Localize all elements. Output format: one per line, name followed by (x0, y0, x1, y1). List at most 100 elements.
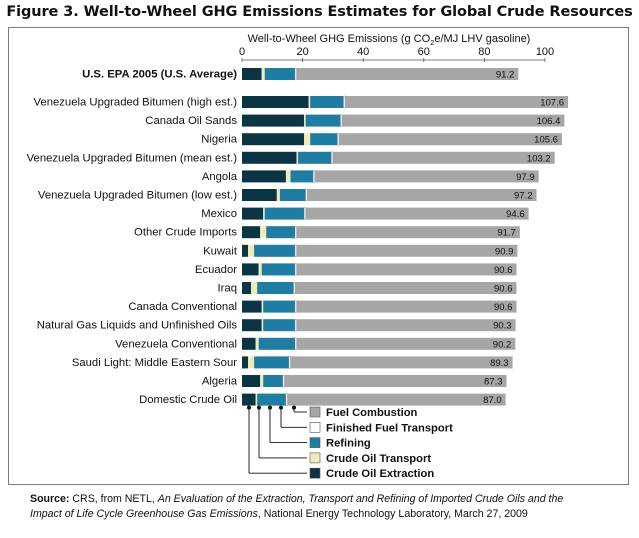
total-label: 106.4 (537, 116, 561, 127)
total-label: 87.3 (484, 377, 503, 388)
total-label: 90.9 (495, 246, 514, 257)
bar-combustion (295, 282, 517, 294)
bar-extraction (242, 68, 262, 80)
bar-extraction (242, 282, 252, 294)
bar-fuel_transport (282, 374, 285, 388)
legend-label-refining: Refining (326, 438, 371, 450)
bar-refining (266, 226, 296, 239)
legend-swatch-combustion (309, 406, 321, 418)
bar-crude_transport (255, 393, 258, 406)
bar-crude_transport (308, 96, 311, 108)
bar-fuel_transport (294, 225, 297, 239)
bar-extraction (242, 300, 262, 313)
bar-combustion (341, 114, 565, 127)
category-label: Canada Oil Sands (145, 115, 237, 127)
bar-extraction (242, 207, 264, 220)
category-label: Mexico (201, 208, 237, 220)
bar-crude_transport (248, 244, 255, 257)
legend-swatch-crude_transport (309, 452, 321, 464)
total-label: 94.6 (506, 209, 525, 220)
bar-fuel_transport (294, 337, 297, 350)
category-label: Algeria (202, 376, 238, 388)
legend-label-combustion: Fuel Combustion (326, 407, 418, 419)
total-label: 90.6 (494, 302, 513, 313)
category-label: Iraq (218, 283, 237, 295)
total-label: 87.0 (483, 395, 502, 406)
bar-refining (279, 189, 306, 201)
category-label: Venezuela Upgraded Bitumen (low est.) (38, 190, 237, 202)
total-label: 103.2 (527, 153, 551, 164)
category-label: Domestic Crude Oil (139, 394, 237, 406)
x-axis-label: Well-to-Wheel GHG Emissions (g CO2e/MJ L… (248, 33, 531, 47)
bar-extraction (242, 319, 262, 332)
total-label: 90.2 (493, 339, 512, 350)
bar-combustion (296, 263, 517, 276)
bar-crude_transport (261, 300, 264, 313)
bar-fuel_transport (343, 95, 346, 109)
bar-crude_transport (248, 356, 255, 369)
category-label: Ecuador (195, 264, 237, 276)
bar-fuel_transport (294, 67, 297, 81)
bar-crude_transport (260, 226, 267, 239)
source-note: Source: CRS, from NETL, An Evaluation of… (30, 492, 620, 522)
x-tick-label-20: 20 (296, 46, 308, 58)
bar-extraction (242, 189, 277, 201)
bar-crude_transport (255, 337, 259, 350)
bar-refining (310, 133, 338, 146)
bar-combustion (296, 337, 516, 350)
total-label: 91.7 (497, 228, 516, 239)
total-label: 90.6 (494, 265, 513, 276)
source-label: Source: (30, 493, 70, 505)
category-label: Kuwait (203, 245, 238, 257)
bar-refining (263, 319, 296, 332)
bar-combustion (305, 207, 529, 220)
bar-combustion (287, 393, 506, 406)
total-label: 91.2 (496, 70, 515, 81)
bar-combustion (338, 133, 562, 146)
bar-combustion (284, 375, 507, 387)
bar-crude_transport (276, 189, 280, 201)
category-label: Nigeria (201, 134, 238, 146)
bar-extraction (242, 263, 259, 276)
chart-title: Figure 3. Well-to-Wheel GHG Emissions Es… (6, 4, 633, 20)
bar-fuel_transport (294, 319, 297, 332)
bar-crude_transport (285, 170, 291, 183)
bar-fuel_transport (305, 188, 308, 202)
bar-refining (310, 96, 344, 108)
category-label: U.S. EPA 2005 (U.S. Average) (82, 69, 237, 81)
bar-combustion (296, 68, 519, 80)
bar-refining (264, 68, 296, 80)
bar-fuel_transport (293, 281, 296, 295)
legend-label-extraction: Crude Oil Extraction (326, 468, 434, 480)
bar-crude_transport (258, 263, 262, 276)
bar-extraction (242, 170, 286, 183)
bar-refining (264, 207, 305, 220)
bar-extraction (242, 226, 261, 239)
bar-combustion (332, 151, 555, 164)
category-label: Venezuela Upgraded Bitumen (high est.) (34, 97, 238, 109)
bar-refining (305, 114, 341, 127)
bar-extraction (242, 375, 261, 387)
bar-refining (290, 170, 314, 183)
total-label: 105.6 (534, 135, 558, 146)
legend-label-fuel_transport: Finished Fuel Transport (326, 422, 453, 434)
category-label: Natural Gas Liquids and Unfinished Oils (37, 320, 238, 332)
category-label: Saudi Light: Middle Eastern Sour (72, 357, 237, 369)
bar-fuel_transport (285, 393, 288, 406)
x-tick-label-0: 0 (239, 46, 245, 58)
bar-crude_transport (304, 114, 306, 127)
total-label: 97.2 (514, 191, 533, 202)
bar-crude_transport (304, 133, 311, 146)
category-label: Canada Conventional (128, 301, 237, 313)
bar-extraction (242, 244, 249, 257)
legend-label-crude_transport: Crude Oil Transport (326, 453, 431, 465)
bar-fuel_transport (303, 207, 306, 220)
bar-extraction (242, 133, 305, 146)
bar-crude_transport (260, 375, 264, 387)
bar-fuel_transport (313, 170, 315, 183)
bar-refining (298, 151, 332, 164)
stacked-bar-chart: Well-to-Wheel GHG Emissions (g CO2e/MJ L… (27, 33, 569, 480)
bar-refining (258, 337, 296, 350)
category-label: Angola (202, 171, 238, 183)
bar-fuel_transport (294, 300, 297, 313)
